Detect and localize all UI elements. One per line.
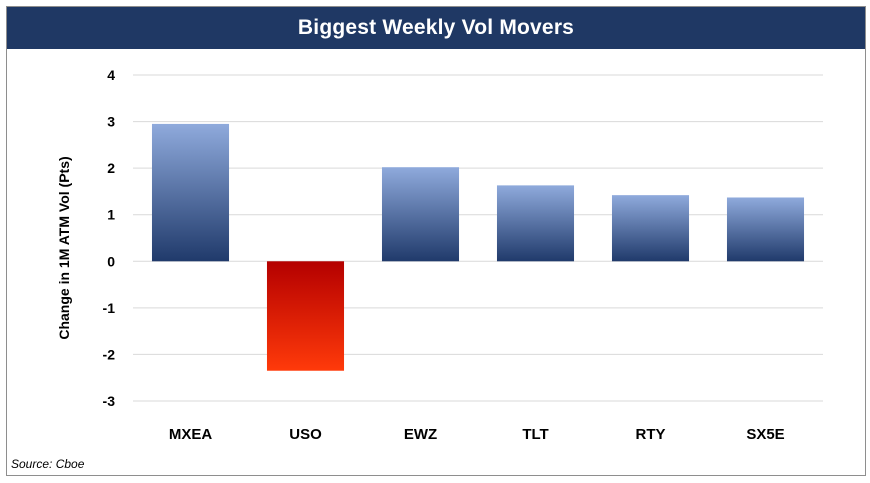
y-tick-label: 1 [107,207,115,223]
bar-chart: 4 3 2 1 0 -1 -2 -3 MXEA USO EWZ TLT RTY SX5E Change in… [56,67,823,443]
source-note: Source: Cboe [11,457,85,471]
y-tick-label: -2 [103,346,116,362]
y-tick-label: 2 [107,160,115,176]
y-axis-title: Change in 1M ATM Vol (Pts) [56,156,72,339]
bar-mxea [151,123,230,262]
x-tick-label: TLT [522,426,548,443]
y-tick-label: 3 [107,114,115,130]
y-tick-label: 4 [107,67,115,83]
bar-ewz [381,167,460,262]
y-tick-label: -1 [103,300,116,316]
x-tick-label: SX5E [746,426,784,443]
x-tick-label: MXEA [169,426,213,443]
bar-uso [266,261,345,371]
x-tick-label: RTY [636,426,666,443]
chart-frame: Biggest Weekly Vol Movers 4 3 2 1 0 -1 -2 -3 MXE… [6,6,866,476]
y-tick-label: -3 [103,393,116,409]
chart-title: Biggest Weekly Vol Movers [297,16,575,39]
x-tick-label: EWZ [404,426,437,443]
title-bar: Biggest Weekly Vol Movers [7,7,865,49]
y-tick-label: 0 [107,253,115,269]
bar-sx5e [726,197,805,262]
x-tick-label: USO [289,426,322,443]
bar-tlt [496,185,575,262]
bar-rty [611,195,690,262]
